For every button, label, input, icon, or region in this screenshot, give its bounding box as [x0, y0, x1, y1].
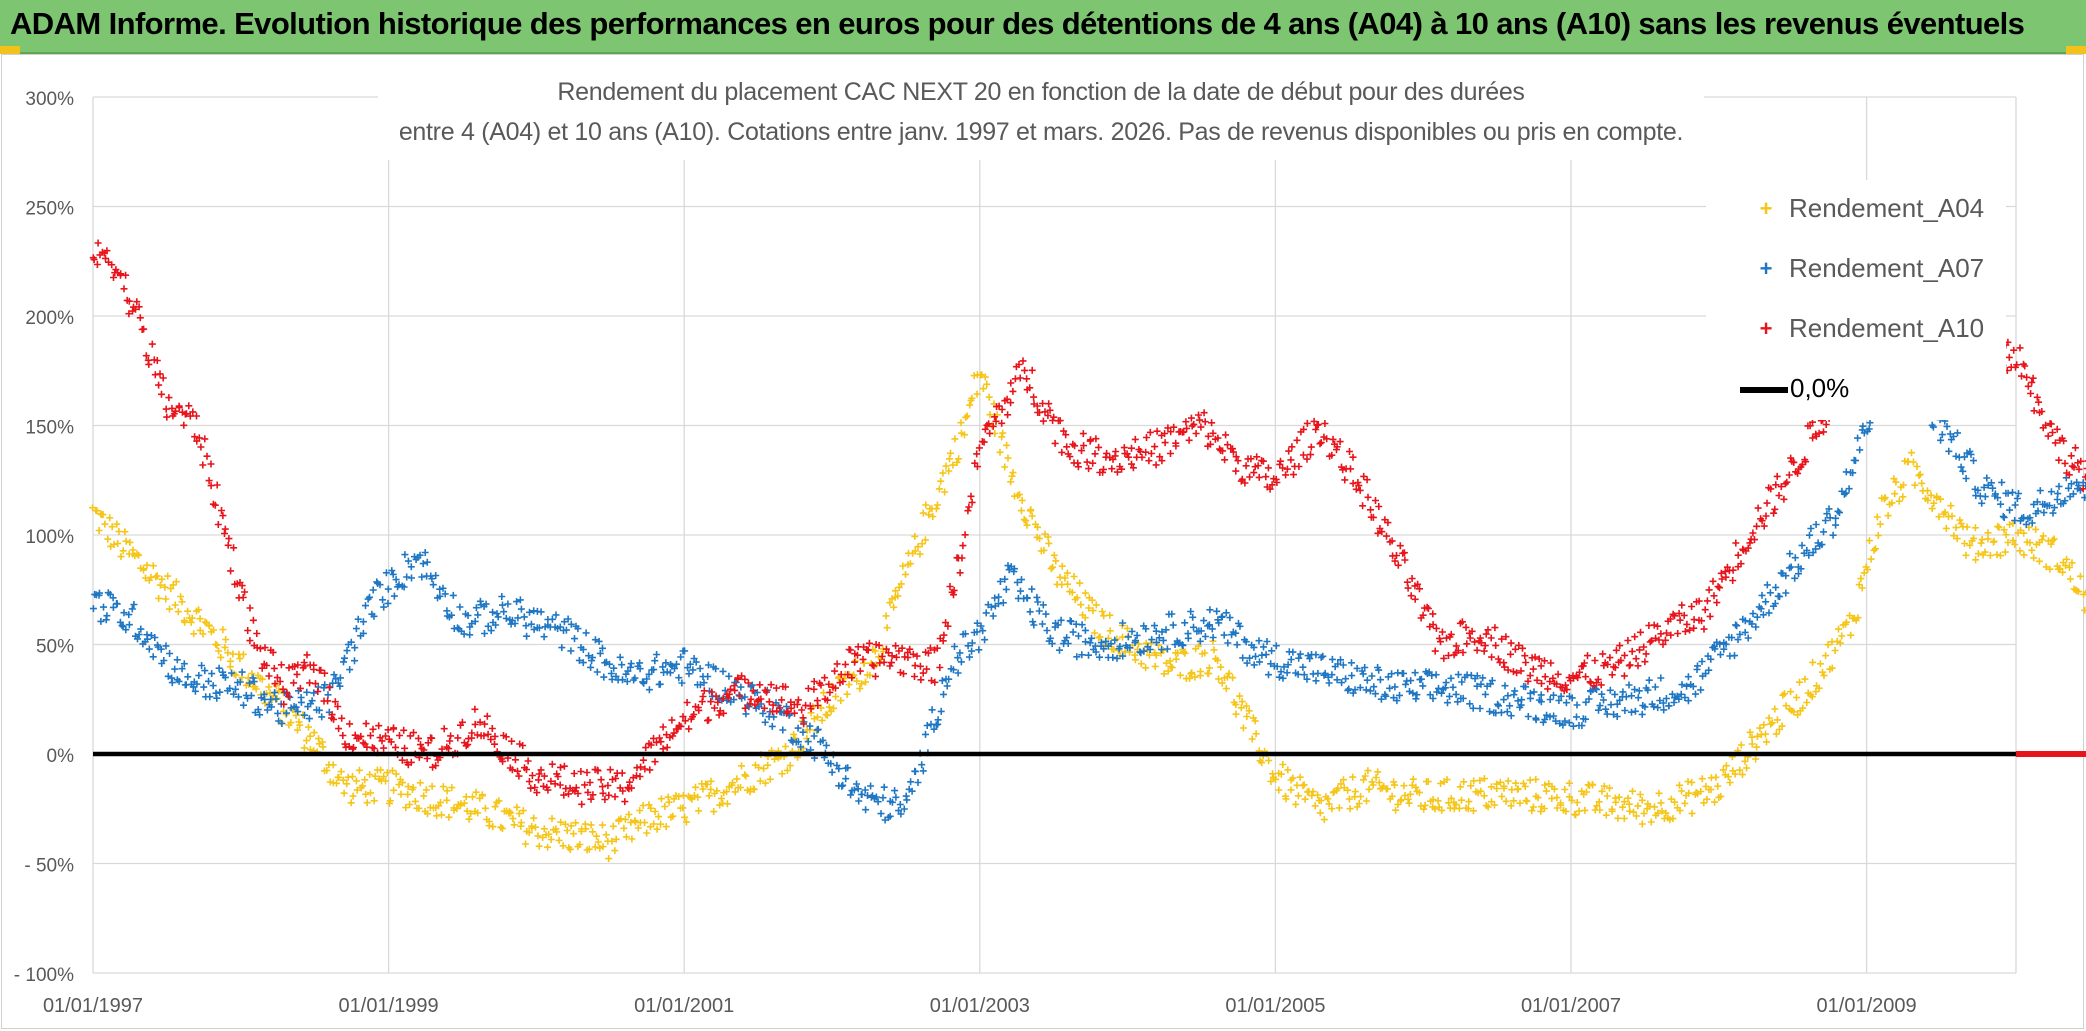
y-tick-label: 0%	[47, 746, 75, 767]
y-tick-label: 150%	[25, 418, 74, 439]
series-points-a10	[89, 197, 2086, 808]
legend-marker-a07: +	[1759, 256, 1773, 281]
legend-marker-a10: +	[1759, 316, 1773, 341]
series-points-a04	[89, 371, 2086, 863]
chart-frame	[1, 54, 2084, 1029]
chart-legend: + Rendement_A04 + Rendement_A07 + Rendem…	[1706, 180, 2006, 420]
legend-item-a07: + Rendement_A07	[1706, 252, 2006, 292]
legend-line-zero	[1740, 387, 1788, 393]
banner-corner-left	[0, 46, 20, 54]
title-banner: ADAM Informe. Evolution historique des p…	[0, 0, 2086, 54]
y-tick-label: 300%	[25, 89, 74, 110]
legend-item-a04: + Rendement_A04	[1706, 192, 2006, 232]
legend-item-a10: + Rendement_A10	[1706, 312, 2006, 352]
x-tick-label: 01/01/2007	[1521, 995, 1621, 1017]
y-tick-label: 50%	[36, 637, 74, 658]
banner-corner-right	[2066, 46, 2086, 54]
legend-label-a10: Rendement_A10	[1789, 313, 1985, 343]
axis-labels: 300% 250% 200% 150% 100% 50% 0% - 50% - 100% 01/0…	[14, 89, 1917, 1017]
chart-title-box: Rendement du placement CAC NEXT 20 en fo…	[378, 76, 1704, 160]
x-tick-label: 01/01/1999	[339, 995, 439, 1017]
x-tick-label: 01/01/2005	[1225, 995, 1325, 1017]
y-tick-label: - 100%	[14, 965, 74, 986]
legend-item-zero: 0,0%	[1706, 372, 2006, 412]
y-tick-label: - 50%	[24, 856, 74, 877]
x-tick-label: 01/01/1997	[43, 995, 143, 1017]
banner-title: ADAM Informe. Evolution historique des p…	[10, 6, 2025, 41]
legend-label-zero: 0,0%	[1790, 373, 1850, 403]
legend-label-a07: Rendement_A07	[1789, 253, 1985, 283]
chart-title-line-1: Rendement du placement CAC NEXT 20 en fo…	[557, 78, 1525, 106]
x-tick-label: 01/01/2009	[1817, 995, 1917, 1017]
x-tick-label: 01/01/2001	[634, 995, 734, 1017]
grid-lines	[92, 96, 2017, 974]
chart-title-line-2: entre 4 (A04) et 10 ans (A10). Cotations…	[398, 118, 1684, 146]
legend-marker-a04: +	[1759, 196, 1773, 221]
y-tick-label: 250%	[25, 199, 74, 220]
x-tick-label: 01/01/2003	[930, 995, 1030, 1017]
y-tick-label: 100%	[25, 527, 74, 548]
legend-label-a04: Rendement_A04	[1789, 193, 1985, 223]
y-tick-label: 200%	[25, 308, 74, 329]
